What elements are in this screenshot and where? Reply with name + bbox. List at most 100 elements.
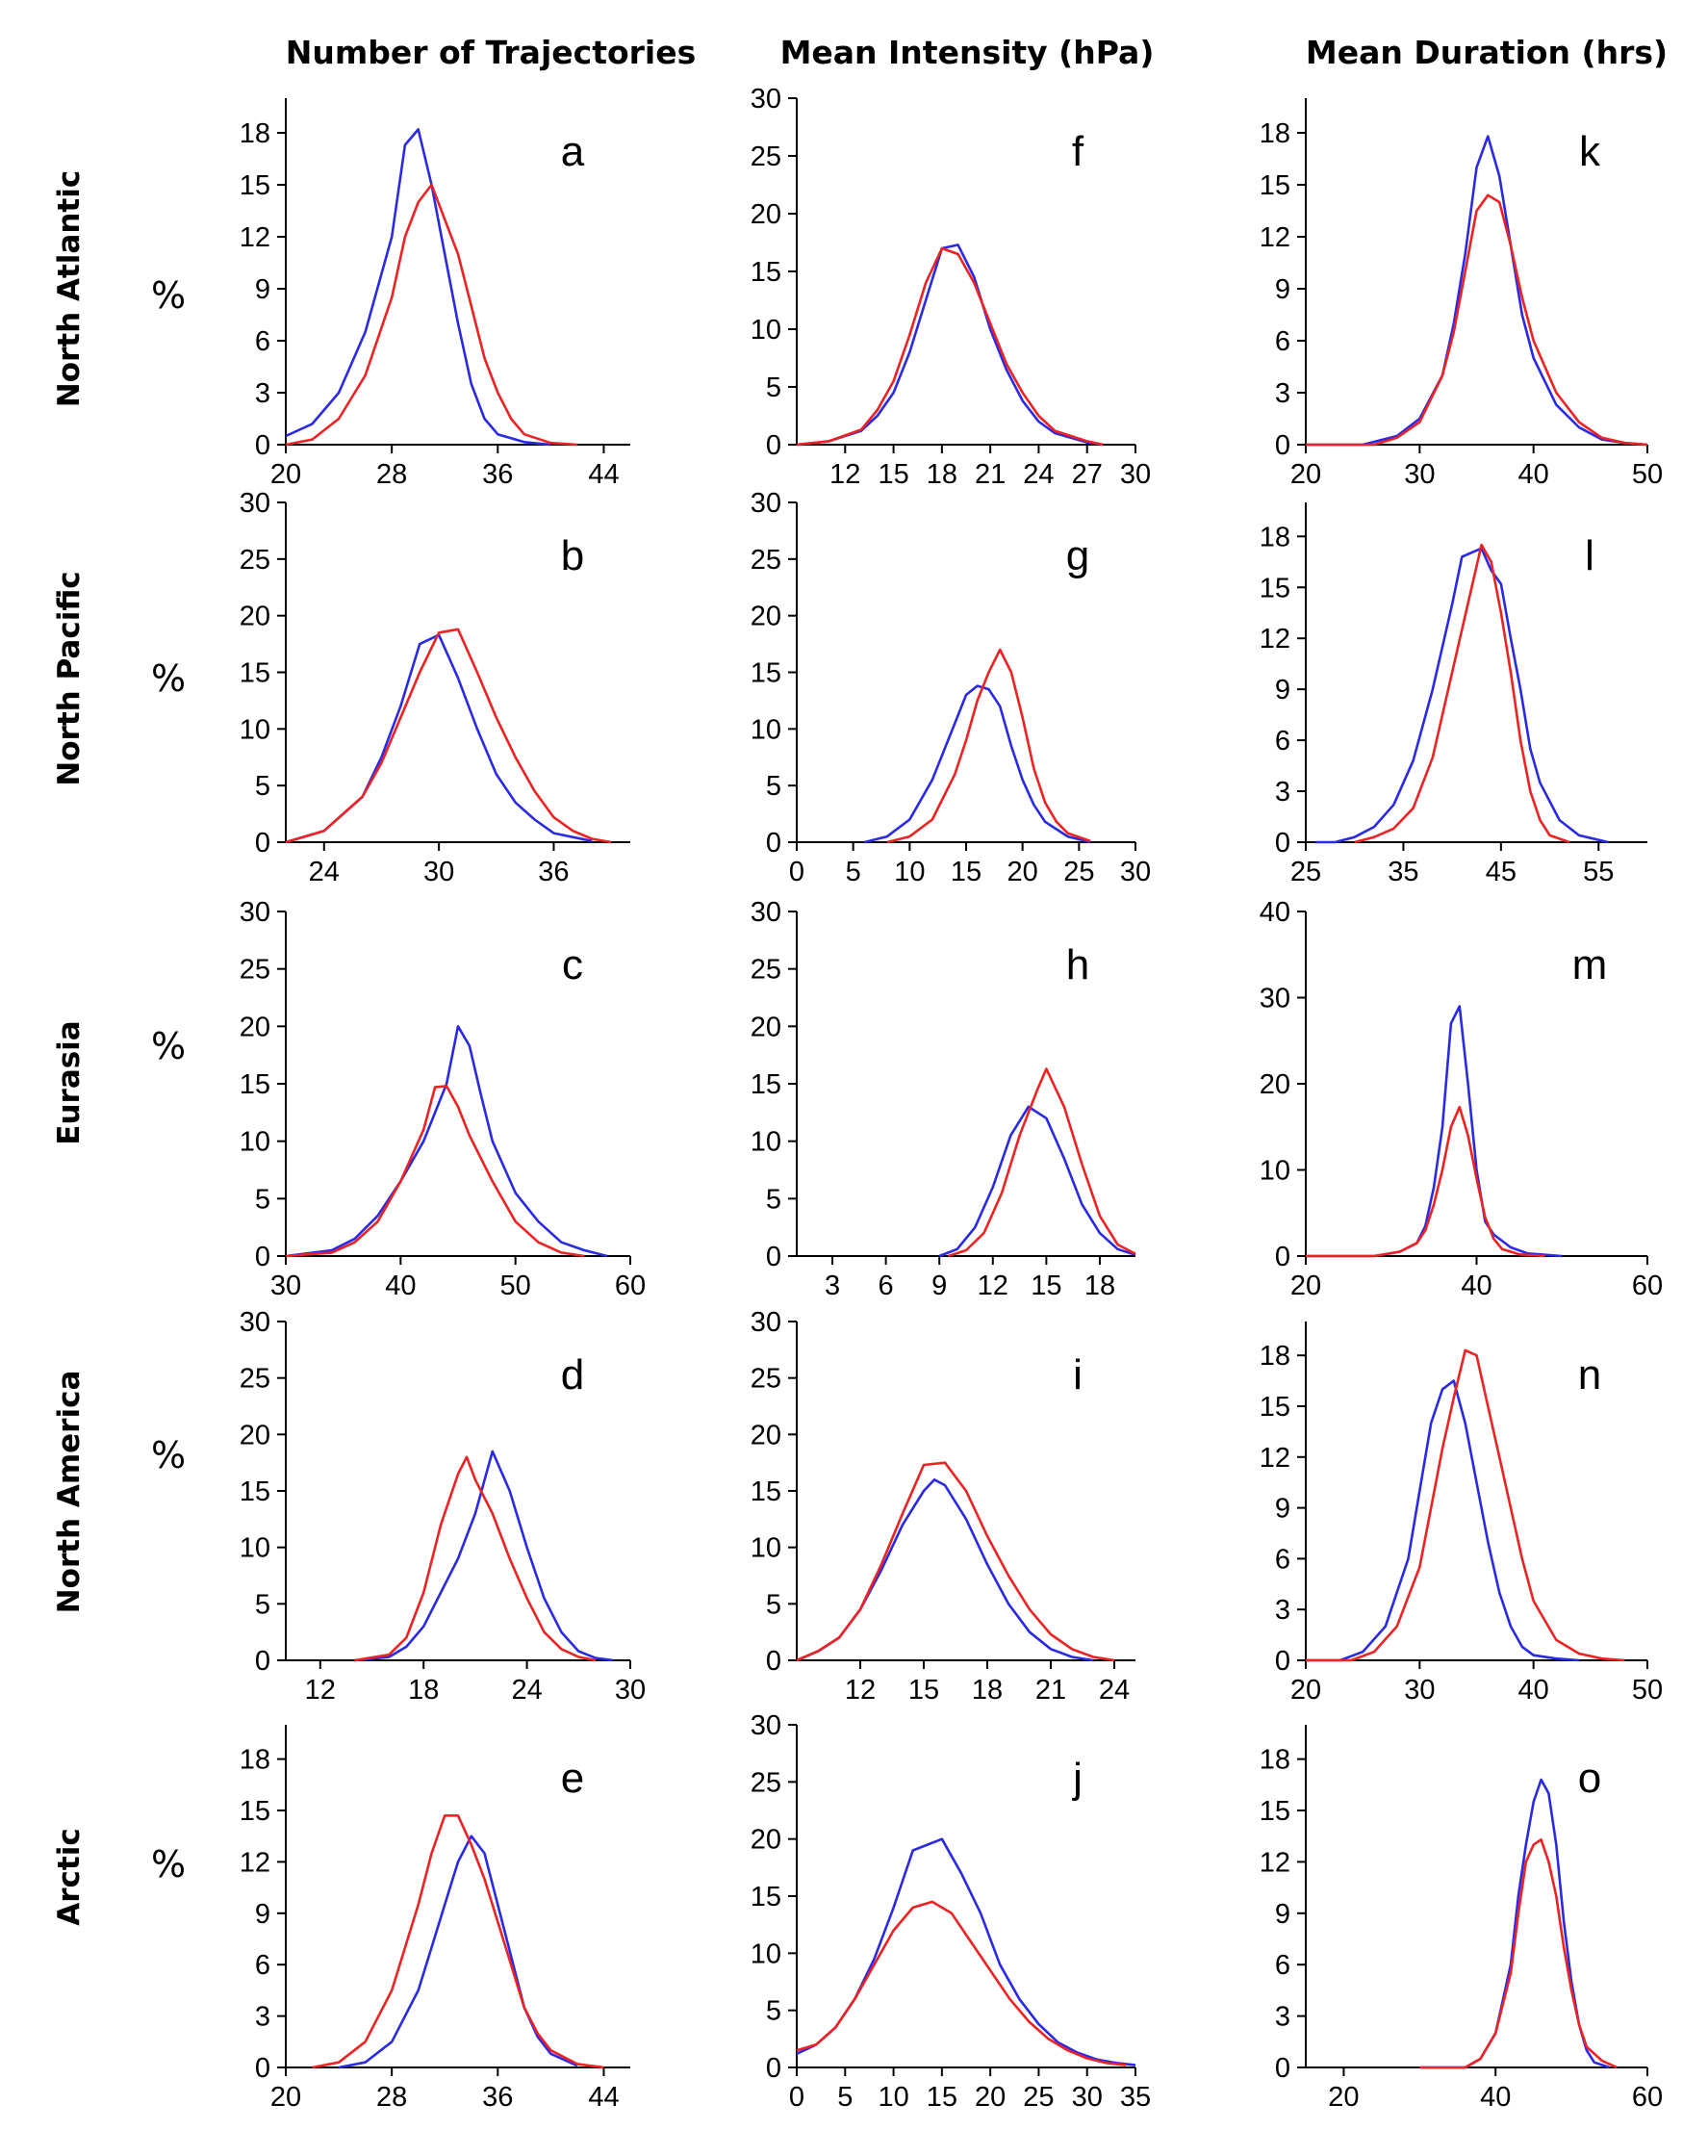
series-line-blue (1306, 1005, 1563, 1258)
x-tick-label: 20 (975, 2082, 1006, 2113)
series-line-red (1306, 1105, 1545, 1258)
x-tick-label: 60 (1632, 1270, 1663, 1301)
y-tick-label: 15 (1260, 1796, 1290, 1827)
y-tick-label: 10 (751, 1938, 781, 1969)
y-tick-label: 6 (1275, 726, 1290, 757)
y-tick-label: 12 (1260, 1443, 1290, 1474)
y-tick-label: 30 (1260, 984, 1290, 1014)
y-unit-label: % (151, 657, 186, 700)
y-tick-label: 20 (751, 1825, 781, 1856)
y-tick-label: 5 (766, 372, 781, 403)
x-tick-label: 15 (908, 1675, 939, 1706)
row-label-arctic: Arctic (52, 1828, 87, 1925)
y-tick-label: 12 (240, 1847, 270, 1878)
panel-letter: l (1585, 532, 1594, 579)
y-tick-label: 5 (255, 771, 270, 802)
y-tick-label: 12 (240, 222, 270, 253)
y-tick-label: 12 (1260, 1847, 1290, 1878)
x-tick-label: 28 (376, 2082, 407, 2113)
x-tick-label: 18 (408, 1675, 439, 1706)
y-tick-label: 9 (1275, 1494, 1290, 1525)
y-tick-label: 6 (255, 326, 270, 357)
row-label-north-atlantic: North Atlantic (52, 170, 87, 407)
y-tick-label: 3 (1275, 378, 1290, 409)
x-tick-label: 10 (878, 2082, 908, 2113)
panel-letter: c (562, 941, 583, 988)
y-tick-label: 20 (751, 1012, 781, 1042)
series-line-red (886, 648, 1091, 844)
x-tick-label: 40 (1518, 459, 1549, 490)
x-tick-label: 21 (1035, 1675, 1066, 1706)
x-tick-label: 45 (1486, 857, 1517, 887)
x-tick-label: 40 (1480, 2082, 1511, 2113)
y-tick-label: 40 (1260, 897, 1290, 928)
y-tick-label: 15 (240, 1069, 270, 1100)
series-line-red (1306, 193, 1648, 447)
series-line-blue (285, 128, 551, 447)
panel-letter: h (1066, 941, 1089, 988)
series-line-red (285, 1085, 585, 1258)
x-tick-label: 12 (978, 1270, 1008, 1301)
x-tick-label: 30 (1120, 857, 1151, 887)
y-tick-label: 30 (240, 897, 270, 928)
x-tick-label: 18 (972, 1675, 1003, 1706)
y-tick-label: 15 (751, 1476, 781, 1507)
y-unit-label: % (151, 1843, 186, 1886)
series-line-blue (796, 244, 1104, 447)
x-tick-label: 15 (927, 2082, 957, 2113)
series-line-red (796, 1461, 1115, 1662)
y-tick-label: 15 (751, 1069, 781, 1100)
x-tick-label: 36 (482, 459, 513, 490)
y-tick-label: 25 (751, 1767, 781, 1798)
y-tick-label: 30 (240, 1307, 270, 1338)
panel-letter: o (1578, 1755, 1601, 1802)
y-tick-label: 10 (751, 1533, 781, 1564)
x-tick-label: 44 (588, 2082, 619, 2113)
panel-letter: b (561, 532, 584, 579)
row-label-eurasia: Eurasia (52, 1020, 87, 1144)
series-line-red (285, 628, 612, 844)
series-line-red (1419, 1838, 1618, 2069)
y-tick-label: 0 (766, 2053, 781, 2084)
y-tick-label: 0 (766, 1242, 781, 1272)
x-tick-label: 15 (951, 857, 981, 887)
y-tick-label: 0 (255, 430, 270, 461)
x-tick-label: 50 (1632, 459, 1663, 490)
x-tick-label: 5 (837, 2082, 853, 2113)
panel-k: 0 3 6 9 12 15 18 20 30 40 50 k (1260, 98, 1663, 490)
y-tick-label: 20 (240, 602, 270, 632)
x-tick-label: 40 (1518, 1675, 1549, 1706)
series-line-blue (1306, 135, 1648, 447)
x-tick-label: 27 (1072, 459, 1103, 490)
y-tick-label: 18 (1260, 118, 1290, 149)
series-line-blue (285, 1025, 608, 1258)
y-tick-label: 10 (751, 714, 781, 745)
series-line-red (312, 1814, 604, 2069)
y-tick-label: 15 (751, 1882, 781, 1912)
y-tick-label: 15 (1260, 573, 1290, 603)
panel-o: 0 3 6 9 12 15 18 20 40 60 o (1260, 1725, 1663, 2113)
panel-letter: a (561, 128, 585, 175)
y-tick-label: 3 (1275, 2002, 1290, 2033)
x-tick-label: 35 (1388, 857, 1418, 887)
x-tick-label: 30 (1072, 2082, 1103, 2113)
y-tick-label: 6 (1275, 1544, 1290, 1575)
y-tick-label: 5 (255, 1184, 270, 1215)
x-tick-label: 25 (1063, 857, 1094, 887)
series-line-blue (1306, 1379, 1580, 1662)
y-tick-label: 25 (240, 545, 270, 576)
series-line-blue (285, 633, 593, 844)
x-tick-label: 24 (309, 857, 340, 887)
x-tick-label: 18 (927, 459, 957, 490)
panel-f: 0 5 10 15 20 25 30 12 15 18 21 24 27 30 f (751, 84, 1151, 490)
y-tick-label: 25 (240, 1364, 270, 1395)
x-tick-label: 15 (1031, 1270, 1061, 1301)
panel-letter: e (561, 1755, 584, 1802)
x-tick-label: 0 (789, 2082, 804, 2113)
x-tick-label: 5 (846, 857, 861, 887)
panel-letter: m (1572, 941, 1608, 988)
x-tick-label: 24 (511, 1675, 542, 1706)
panel-g: 0 5 10 15 20 25 30 0 5 10 15 20 25 30 g (751, 488, 1151, 887)
